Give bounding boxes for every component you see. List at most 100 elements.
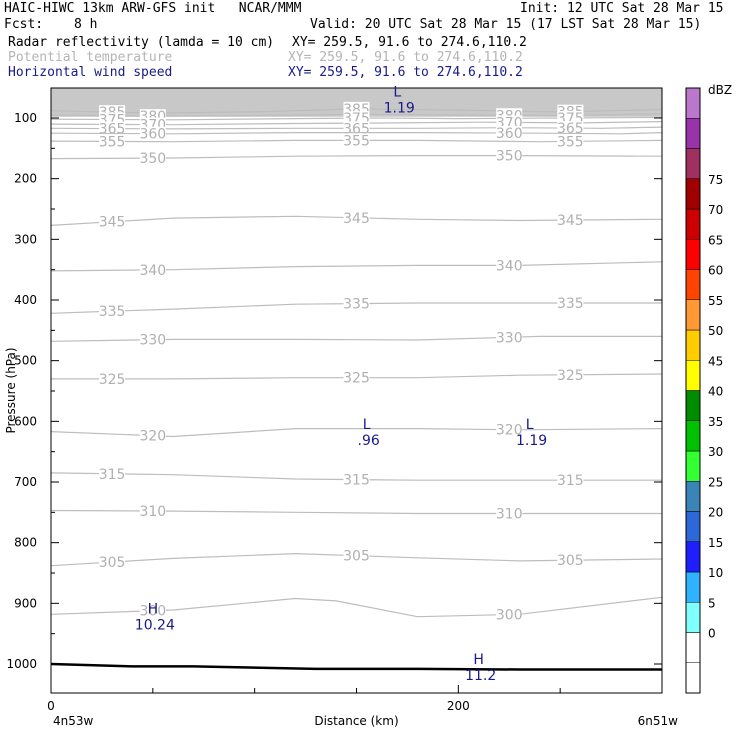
theta-label-bg: [343, 472, 370, 487]
theta-label-300: 300: [496, 607, 523, 623]
colorbar-label-60: 60: [708, 264, 723, 278]
theta-label-315: 315: [557, 473, 584, 489]
theta-label-320: 320: [139, 429, 166, 445]
theta-label-bg: [139, 332, 166, 347]
wind-extremum-value-3: 10.24: [135, 617, 175, 633]
colorbar-label-70: 70: [708, 203, 723, 217]
colorbar-swatch: [685, 269, 701, 300]
x-tick-label-200: 200: [447, 699, 470, 713]
field-reflectivity-name: Radar reflectivity (lamda = 10 cm): [8, 35, 275, 50]
theta-label-340: 340: [496, 258, 523, 274]
colorbar-swatch: [685, 208, 701, 240]
colorbar-swatch: [685, 632, 701, 663]
colorbar-label-75: 75: [708, 173, 723, 187]
theta-label-bg: [496, 126, 523, 141]
theta-label-bg: [99, 134, 126, 149]
theta-label-300: 300: [139, 604, 166, 620]
theta-label-345: 345: [343, 211, 370, 227]
colorbar-swatch: [685, 329, 701, 361]
colorbar-swatch: [685, 239, 701, 270]
colorbar-unit: dBZ: [708, 83, 732, 97]
colorbar-label-35: 35: [708, 415, 723, 429]
colorbar-swatch: [685, 299, 701, 331]
wind-extremum-value-1: .96: [358, 433, 380, 449]
theta-label-bg: [343, 296, 370, 311]
wind-extremum-kind-0: L: [393, 85, 401, 101]
colorbar-swatch: [685, 360, 701, 391]
theta-label-365: 365: [343, 121, 370, 137]
theta-label-bg: [139, 603, 166, 618]
y-tick-label-700: 700: [14, 475, 37, 489]
theta-label-bg: [496, 330, 523, 345]
theta-label-330: 330: [139, 333, 166, 349]
theta-label-bg: [496, 422, 523, 437]
wind-extremum-kind-4: H: [473, 652, 484, 668]
theta-label-310: 310: [496, 507, 523, 523]
colorbar-label-5: 5: [708, 596, 716, 610]
theta-label-bg: [99, 121, 126, 136]
header-valid: Valid: 20 UTC Sat 28 Mar 15 (17 LST Sat …: [310, 17, 702, 32]
theta-label-bg: [139, 126, 166, 141]
theta-label-305: 305: [557, 553, 584, 569]
theta-label-bg: [557, 134, 584, 149]
colorbar-swatch: [685, 571, 701, 603]
colorbar-label-50: 50: [708, 324, 723, 338]
colorbar-swatch: [685, 420, 701, 452]
theta-label-bg: [343, 133, 370, 148]
y-tick-label-600: 600: [14, 414, 37, 428]
theta-label-bg: [99, 214, 126, 229]
colorbar-label-65: 65: [708, 233, 723, 247]
field-wind-xy: XY= 259.5, 91.6 to 274.6,110.2: [288, 65, 523, 80]
colorbar-swatch: [685, 541, 701, 573]
theta-label-bg: [99, 466, 126, 481]
theta-label-335: 335: [343, 297, 370, 313]
theta-label-bg: [557, 121, 584, 136]
theta-label-355: 355: [557, 134, 584, 150]
theta-label-360: 360: [139, 127, 166, 143]
theta-label-bg: [343, 210, 370, 225]
colorbar-label-0: 0: [708, 627, 716, 641]
theta-label-bg: [557, 296, 584, 311]
y-tick-label-800: 800: [14, 536, 37, 550]
theta-label-345: 345: [557, 213, 584, 229]
colorbar-label-40: 40: [708, 385, 723, 399]
y-tick-label-100: 100: [14, 111, 37, 125]
theta-label-bg: [496, 148, 523, 163]
theta-label-bg: [99, 371, 126, 386]
colorbar-swatch: [685, 87, 701, 119]
y-axis-label: Pressure (hPa): [4, 347, 18, 433]
header-fcst-label: Fcst:: [4, 17, 44, 32]
colorbar-label-45: 45: [708, 354, 723, 368]
theta-label-325: 325: [557, 368, 584, 384]
colorbar-swatch: [685, 178, 701, 210]
colorbar-swatch: [685, 602, 701, 633]
wind-extremum-value-4: 11.2: [465, 668, 496, 684]
field-wind-name: Horizontal wind speed: [8, 65, 173, 80]
plot-frame: [50, 87, 663, 694]
theta-contour-365: [51, 126, 662, 130]
colorbar-swatch: [685, 148, 701, 179]
colorbar-swatch: [685, 118, 701, 149]
theta-label-bg: [343, 370, 370, 385]
colorbar-label-10: 10: [708, 566, 723, 580]
y-tick-label-900: 900: [14, 596, 37, 610]
theta-label-320: 320: [496, 423, 523, 439]
theta-label-bg: [139, 262, 166, 277]
theta-label-bg: [496, 506, 523, 521]
x-endpoint-right: 6n51w: [638, 714, 679, 728]
theta-label-340: 340: [139, 263, 166, 279]
theta-label-bg: [139, 504, 166, 519]
field-theta-name: Potential temperature: [8, 50, 173, 65]
wind-extremum-kind-3: H: [148, 601, 159, 617]
theta-label-360: 360: [496, 126, 523, 142]
colorbar-swatch: [685, 511, 701, 542]
theta-label-355: 355: [99, 134, 126, 150]
field-theta-xy: XY= 259.5, 91.6 to 274.6,110.2: [288, 50, 523, 65]
theta-label-bg: [99, 304, 126, 319]
theta-label-345: 345: [99, 215, 126, 231]
colorbar-label-55: 55: [708, 294, 723, 308]
field-reflectivity-xy: XY= 259.5, 91.6 to 274.6,110.2: [292, 35, 527, 50]
wind-extremum-kind-1: L: [363, 417, 371, 433]
theta-label-315: 315: [343, 473, 370, 489]
